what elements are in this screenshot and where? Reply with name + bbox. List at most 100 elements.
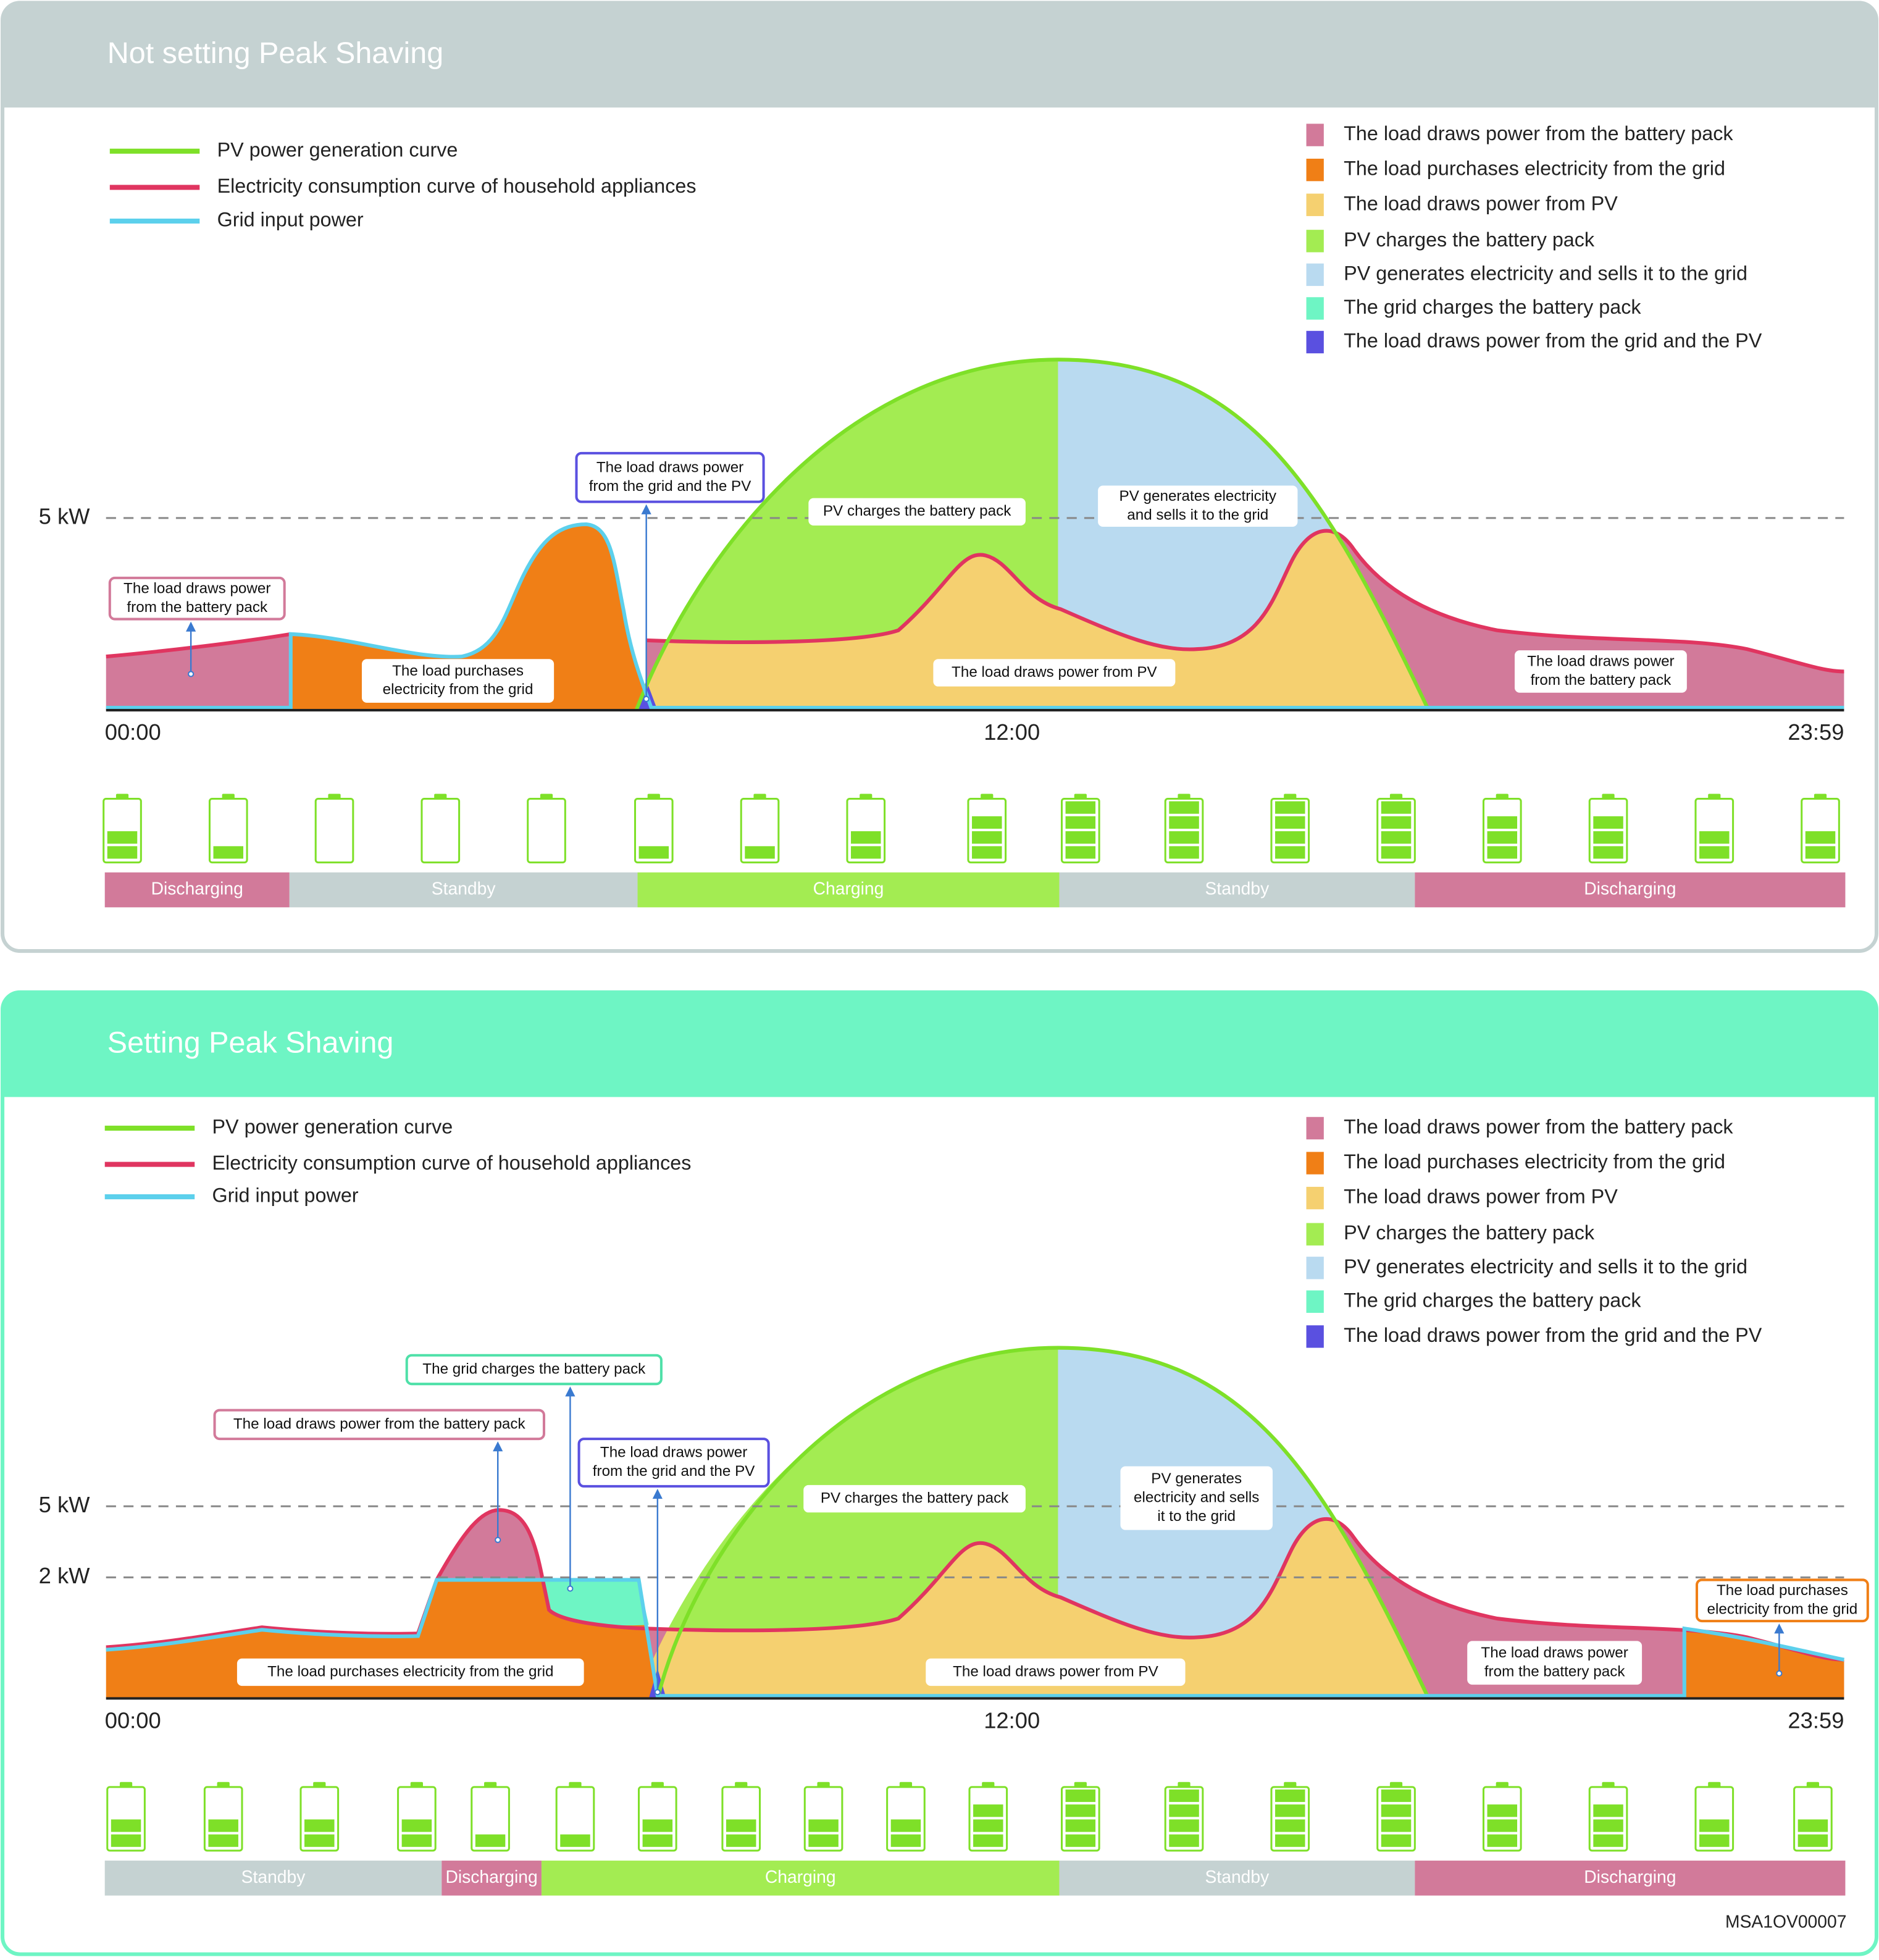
battery-level [1275,1834,1305,1847]
battery-level [1169,846,1199,859]
battery-level [560,1834,590,1847]
battery-level [972,846,1002,859]
battery-level [1275,1819,1305,1832]
legend-label: PV power generation curve [212,1116,453,1138]
mode-bar [637,872,1060,908]
legend-label: The load purchases electricity from the … [1344,1150,1725,1173]
callout-text: The grid charges the battery pack [422,1360,646,1377]
mode-bar [541,1861,1060,1896]
legend-label: The load draws power from the battery pa… [1344,122,1733,144]
battery-level [1487,1819,1518,1832]
battery-level [1805,846,1836,859]
load-curve [106,632,291,659]
battery-level [638,846,669,859]
callout-text: The load purchases electricity from the … [267,1663,553,1680]
battery-level [851,846,881,859]
mode-label: Discharging [151,879,243,898]
y-label: 2 kW [39,1563,91,1588]
legend-label: The load purchases electricity from the … [1344,157,1725,180]
battery-level [1169,1819,1199,1832]
mode-label: Standby [1205,879,1270,898]
legend-swatch [1306,1257,1324,1279]
legend-swatch [1306,158,1324,182]
battery-level [1487,1804,1518,1817]
battery-level [642,1819,673,1832]
x-label: 23:59 [1788,719,1844,745]
legend-label: The load draws power from the battery pa… [1344,1116,1733,1138]
callout-box [803,1485,1026,1513]
mode-bar [1415,872,1846,908]
legend-swatch [1306,1186,1324,1210]
legend-swatch [1306,1290,1324,1313]
callout-box [1098,485,1298,527]
area-battery-discharge [437,1510,543,1580]
battery-level [1699,1834,1730,1847]
legend-label: The load draws power from the grid and t… [1344,330,1762,352]
battery-level [1065,1789,1096,1803]
battery-level [1065,816,1096,829]
callout-text: The load draws power [1481,1644,1628,1661]
battery-body [527,798,566,864]
battery-level [1797,1819,1828,1832]
battery-level [1487,1834,1518,1847]
arrow-dot [495,1536,501,1543]
battery-level [304,1834,335,1847]
battery-level [208,1819,238,1832]
battery-body [314,798,354,864]
battery-level [1593,831,1623,844]
battery-level [1065,1804,1096,1817]
battery-level [107,846,138,859]
callout-text: The load purchases [392,663,524,679]
arrow-head [565,1386,575,1397]
x-label: 12:00 [984,719,1040,745]
callout-box [1120,1466,1273,1530]
legend-label: Grid input power [217,209,364,231]
battery-level [1381,1834,1412,1847]
callout-box [1514,650,1687,693]
battery-level [1169,1834,1199,1847]
legend-label: The load draws power from the grid and t… [1344,1324,1762,1346]
pv-curve [655,1346,1431,1699]
callout-text: The load draws power [1527,653,1674,670]
callout-text: PV charges the battery pack [823,503,1011,519]
area-load-pv [646,1518,1429,1699]
battery-level [745,846,775,859]
y-label: 5 kW [39,504,91,529]
battery-level [401,1819,432,1832]
legend-label: PV charges the battery pack [1344,228,1595,251]
callout-text: from the battery pack [1484,1663,1626,1680]
mode-bar [104,872,290,908]
battery-level [1381,816,1412,829]
arrow-dot [567,1585,574,1592]
panel-header [2,2,1877,108]
battery-level [1275,1804,1305,1817]
battery-level [1593,816,1623,829]
arrow-head [186,621,196,632]
battery-level [973,1834,1003,1847]
battery-level [642,1834,673,1847]
legend-swatch [1306,230,1324,253]
callout-box [108,576,286,621]
battery-level [1275,846,1305,859]
battery-level [475,1834,506,1847]
legend-swatch [1306,1152,1324,1175]
battery-level [111,1834,141,1847]
legend-swatch [1306,297,1324,320]
callout-text: from the battery pack [127,599,268,616]
arrow-dot [188,671,195,677]
panel-title: Setting Peak Shaving [107,1026,394,1059]
battery-level [1065,1834,1096,1847]
battery-level [1593,1804,1623,1817]
legend-swatch [1306,330,1324,354]
arrow-head [1774,1623,1785,1634]
battery-level [808,1834,839,1847]
legend-label: Grid input power [212,1184,358,1207]
battery-level [726,1819,756,1832]
callout-box [933,659,1176,687]
mode-label: Discharging [445,1867,537,1887]
battery-level [973,1804,1003,1817]
battery-level [1381,846,1412,859]
mode-label: Standby [1205,1867,1270,1887]
callout-text: The load draws power [123,580,270,597]
